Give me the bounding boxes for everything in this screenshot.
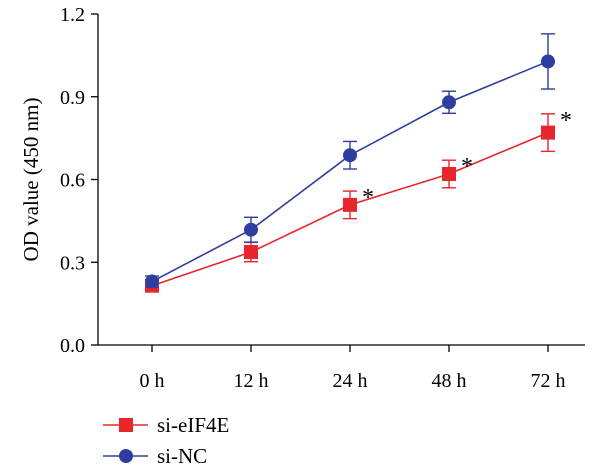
x-tick-label: 12 h [234,370,269,392]
significance-label: * [362,185,374,211]
y-tick-label: 0.3 [60,252,85,274]
data-point [244,222,258,237]
data-point [442,166,456,181]
legend-marker [119,449,133,463]
y-axis-label: OD value (450 nm) [19,98,43,262]
x-tick-label: 72 h [531,370,566,392]
data-point [541,125,555,140]
y-tick-label: 0.6 [60,170,85,192]
data-point [343,148,357,163]
series-si-NC [145,33,555,289]
legend-label: si-eIF4E [157,413,229,437]
series-si-eIF4E: * * * [145,108,572,293]
legend-marker [119,418,133,432]
x-tick-label: 0 h [140,370,165,392]
x-tick-label: 48 h [432,370,467,392]
legend-item: si-eIF4E [103,413,229,437]
series-line [151,60,549,283]
y-tick-label: 0.0 [60,335,85,357]
legend: si-eIF4E si-NC [103,413,229,468]
legend-label: si-NC [157,444,207,468]
y-tick-label: 0.9 [60,87,85,109]
data-point [442,95,456,110]
significance-label: * [461,154,473,180]
data-point [244,245,258,260]
series-layer: * * * [145,33,572,293]
data-point [145,274,159,289]
significance-label: * [560,108,572,134]
axes: 0.0 0.3 0.6 0.9 1.2 0 h 12 h 24 h 48 h 72 h OD val… [19,4,585,392]
x-tick-label: 24 h [333,370,368,392]
y-tick-label: 1.2 [60,4,85,26]
data-point [343,197,357,212]
data-point [541,54,555,69]
legend-item: si-NC [103,444,207,468]
